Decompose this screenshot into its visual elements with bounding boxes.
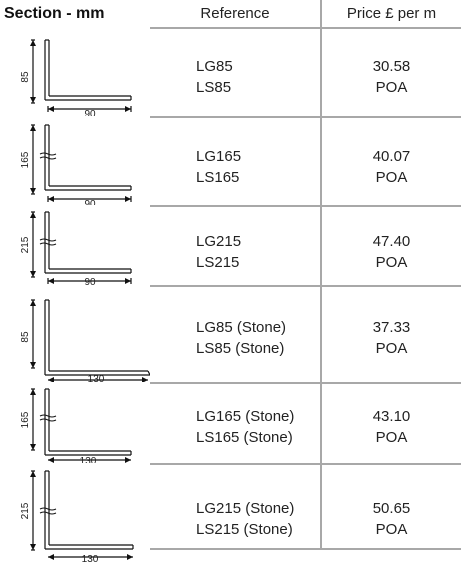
reference-cell: LG165 LS165: [196, 148, 242, 186]
table-row: 165 90 LG165 LS165 40.07 POA: [0, 118, 461, 205]
reference-cell: LG215 LS215: [196, 233, 242, 271]
price-cell: 37.33 POA: [372, 319, 411, 357]
section-diagram: 215 90: [0, 207, 150, 285]
price-header: Price £ per m: [346, 5, 437, 22]
table-row: 215 130 LG215 (Stone) LS215 (Stone) 50.65…: [0, 465, 461, 565]
section-diagram: 165 130: [0, 384, 150, 463]
row-divider: [150, 285, 461, 287]
reference-header: Reference: [150, 0, 322, 27]
reference-cell: LG85 (Stone) LS85 (Stone): [196, 319, 287, 357]
height-label: 215: [20, 502, 31, 519]
price-cell: 50.65 POA: [372, 500, 411, 538]
width-label: 90: [84, 277, 96, 285]
height-label: 85: [20, 331, 31, 343]
header-divider: [150, 27, 461, 29]
height-label: 85: [20, 71, 31, 83]
reference-cell: LG85 LS85: [196, 58, 233, 96]
table-row: 85 130 LG85 (Stone) LS85 (Stone) 37.33 POA: [0, 287, 461, 382]
column-divider: [320, 27, 322, 550]
price-cell: 43.10 POA: [372, 408, 411, 446]
table-row: 215 90 LG215 LS215 47.40 POA: [0, 207, 461, 285]
price-cell: 40.07 POA: [372, 148, 411, 186]
reference-cell: LG215 (Stone) LS215 (Stone): [196, 500, 295, 538]
section-diagram: 85 130: [0, 287, 150, 382]
height-label: 165: [20, 411, 31, 428]
width-label: 130: [88, 374, 105, 382]
reference-cell: LG165 (Stone) LS165 (Stone): [196, 408, 295, 446]
table-row: 85 90 LG85 LS85 30.58 POA: [0, 29, 461, 116]
width-label: 90: [84, 199, 96, 205]
width-label: 130: [82, 554, 99, 565]
height-label: 215: [20, 236, 31, 253]
row-divider: [150, 463, 461, 465]
price-cell: 30.58 POA: [372, 58, 411, 96]
width-label: 130: [80, 456, 97, 463]
section-header: Section - mm: [4, 4, 105, 22]
row-divider: [150, 116, 461, 118]
row-divider: [150, 548, 461, 550]
price-cell: 47.40 POA: [372, 233, 411, 271]
width-label: 90: [84, 109, 96, 116]
section-diagram: 165 90: [0, 118, 150, 205]
height-label: 165: [20, 151, 31, 168]
section-diagram: 215 130: [0, 465, 150, 565]
row-divider: [150, 382, 461, 384]
table-row: 165 130 LG165 (Stone) LS165 (Stone) 43.10…: [0, 384, 461, 463]
section-diagram: 85 90: [0, 29, 150, 116]
row-divider: [150, 205, 461, 207]
